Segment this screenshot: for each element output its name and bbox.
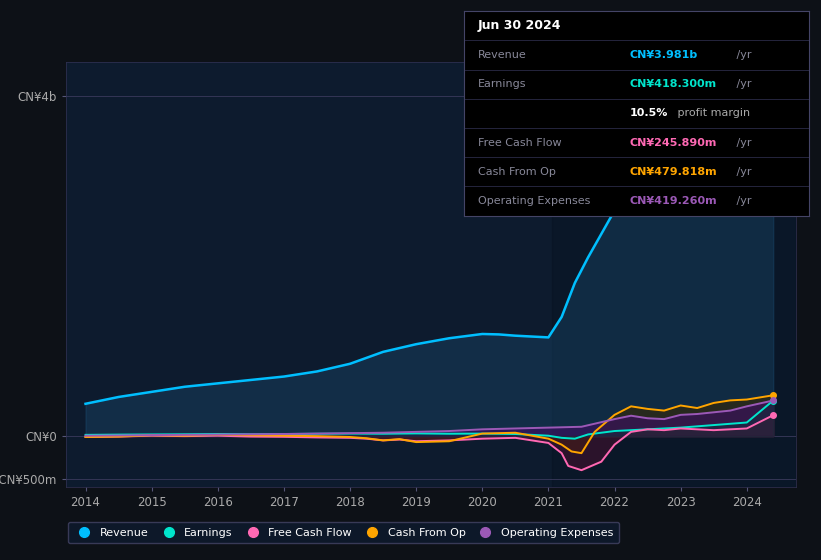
Text: /yr: /yr (733, 50, 751, 60)
Text: CN¥418.300m: CN¥418.300m (630, 79, 717, 89)
Text: 10.5%: 10.5% (630, 109, 667, 118)
Text: /yr: /yr (733, 167, 751, 177)
Bar (552, 62, 796, 487)
Text: /yr: /yr (733, 138, 751, 148)
Text: /yr: /yr (733, 79, 751, 89)
Text: CN¥3.981b: CN¥3.981b (630, 50, 698, 60)
Text: CN¥419.260m: CN¥419.260m (630, 196, 717, 206)
Text: profit margin: profit margin (674, 109, 750, 118)
Text: Revenue: Revenue (478, 50, 526, 60)
Text: Operating Expenses: Operating Expenses (478, 196, 590, 206)
Text: Jun 30 2024: Jun 30 2024 (478, 19, 562, 32)
Text: /yr: /yr (733, 196, 751, 206)
Legend: Revenue, Earnings, Free Cash Flow, Cash From Op, Operating Expenses: Revenue, Earnings, Free Cash Flow, Cash … (68, 522, 619, 543)
Text: CN¥245.890m: CN¥245.890m (630, 138, 717, 148)
Text: Free Cash Flow: Free Cash Flow (478, 138, 562, 148)
Text: CN¥479.818m: CN¥479.818m (630, 167, 717, 177)
Text: Cash From Op: Cash From Op (478, 167, 556, 177)
Text: Earnings: Earnings (478, 79, 526, 89)
